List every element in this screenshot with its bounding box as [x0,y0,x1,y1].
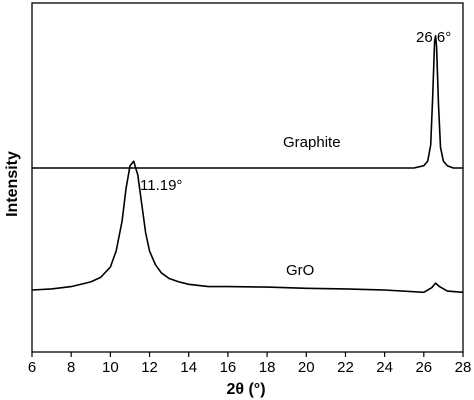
x-tick-label-11: 28 [455,359,472,376]
series-label-graphite: Graphite [283,134,341,151]
y-axis-title: Intensity [4,151,21,217]
x-tick-label-0: 6 [28,359,36,376]
series-label-gro: GrO [286,262,314,279]
x-tick-label-9: 24 [376,359,393,376]
x-tick-label-6: 18 [259,359,276,376]
x-axis-title: 2θ (°) [226,381,265,398]
x-tick-label-4: 14 [180,359,197,376]
annotation-gro-peak: 11.19° [140,177,182,194]
x-tick-label-10: 26 [415,359,432,376]
series-line-graphite [32,35,463,169]
x-tick-label-5: 16 [220,359,237,376]
x-tick-label-2: 10 [102,359,119,376]
x-axis-ticks: 6 8 10 12 14 16 18 20 22 24 26 28 [28,352,472,376]
x-tick-label-7: 20 [298,359,315,376]
x-tick-label-8: 22 [337,359,354,376]
series-line-gro [31,160,464,294]
x-tick-label-3: 12 [141,359,158,376]
annotation-graphite-peak: 26.6° [416,29,451,46]
x-tick-label-1: 8 [67,359,75,376]
plot-frame [31,2,464,353]
series-group [31,35,464,294]
